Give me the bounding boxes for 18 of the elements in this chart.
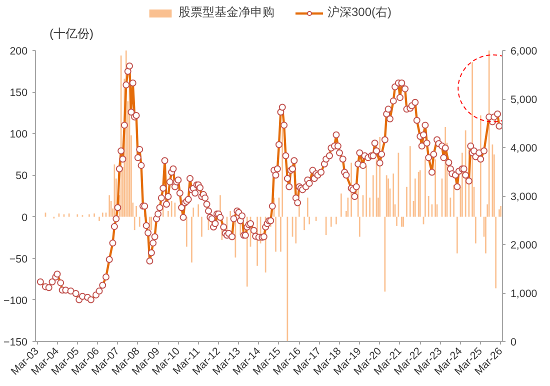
y2-tick-label: 3,000 [510,191,538,203]
y2-tick-label: 5,000 [510,94,538,106]
y2-tick-label: 6,000 [510,46,538,58]
legend-label: 股票型基金净申购 [178,4,274,21]
y2-tick-label: 0 [510,336,516,348]
y2-tick-label: 2,000 [510,240,538,252]
y2-tick-label: 1,000 [510,288,538,300]
y-axis-title: (十亿份) [50,26,94,40]
y-tick-label: 100 [10,128,28,141]
y-tick-label: 0 [22,212,28,224]
y-tick-label: 200 [10,46,28,58]
y-tick-label: 150 [10,87,28,100]
y-tick-label: −150 [3,336,28,348]
legend-label: 沪深300(右) [327,4,392,21]
y2-tick-label: 4,000 [510,142,538,154]
y-tick-label: −100 [3,294,28,307]
y-tick-label: −50 [9,253,28,266]
y-tick-label: 50 [16,170,28,182]
